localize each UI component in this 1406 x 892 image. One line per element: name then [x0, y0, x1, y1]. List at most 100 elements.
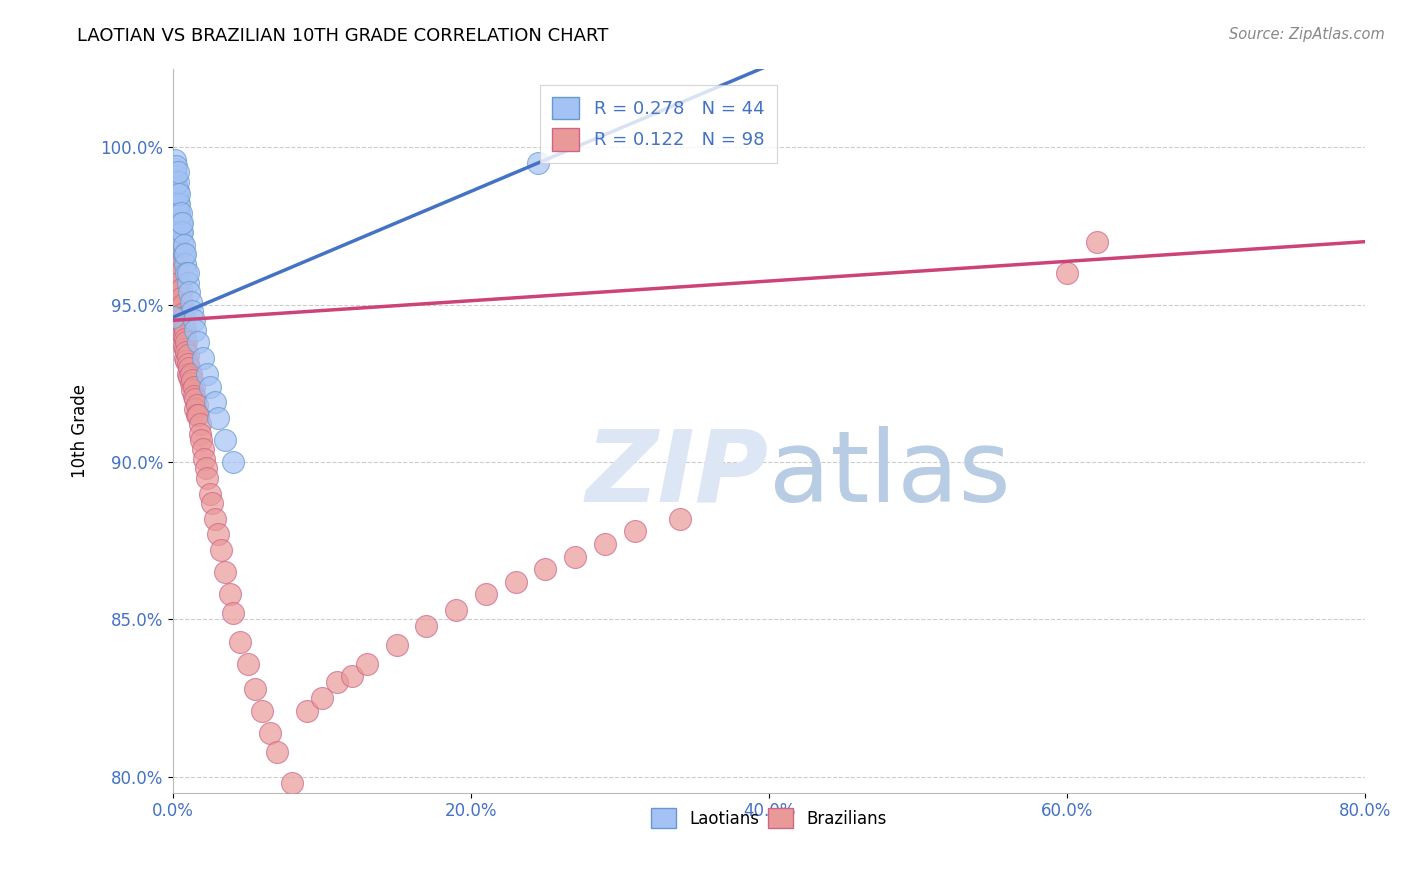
Point	[218, 587, 240, 601]
Point	[177, 266, 200, 280]
Point	[166, 251, 188, 265]
Point	[173, 338, 195, 352]
Point	[340, 669, 363, 683]
Point	[170, 307, 193, 321]
Point	[165, 235, 187, 249]
Point	[176, 266, 198, 280]
Point	[180, 294, 202, 309]
Point	[165, 187, 187, 202]
Point	[167, 206, 190, 220]
Point	[165, 159, 187, 173]
Point	[475, 587, 498, 601]
Point	[169, 310, 191, 325]
Point	[188, 417, 211, 432]
Text: ZIP: ZIP	[586, 425, 769, 523]
Point	[167, 216, 190, 230]
Point	[209, 543, 232, 558]
Point	[174, 247, 197, 261]
Point	[170, 225, 193, 239]
Point	[169, 282, 191, 296]
Point	[221, 606, 243, 620]
Point	[170, 326, 193, 340]
Point	[165, 178, 187, 192]
Point	[266, 745, 288, 759]
Point	[184, 401, 207, 416]
Point	[173, 237, 195, 252]
Point	[174, 323, 197, 337]
Point	[259, 726, 281, 740]
Point	[173, 247, 195, 261]
Point	[166, 278, 188, 293]
Point	[204, 512, 226, 526]
Point	[183, 389, 205, 403]
Point	[204, 395, 226, 409]
Point	[195, 471, 218, 485]
Point	[593, 537, 616, 551]
Point	[174, 351, 197, 366]
Point	[236, 657, 259, 671]
Point	[179, 360, 201, 375]
Point	[170, 317, 193, 331]
Point	[163, 206, 186, 220]
Point	[174, 332, 197, 346]
Point	[176, 344, 198, 359]
Point	[165, 247, 187, 261]
Point	[564, 549, 586, 564]
Point	[177, 276, 200, 290]
Point	[163, 225, 186, 239]
Point	[252, 704, 274, 718]
Point	[505, 574, 527, 589]
Point	[444, 603, 467, 617]
Point	[180, 376, 202, 391]
Point	[170, 298, 193, 312]
Point	[527, 156, 550, 170]
Point	[169, 225, 191, 239]
Point	[194, 461, 217, 475]
Point	[176, 335, 198, 350]
Point	[163, 162, 186, 177]
Point	[179, 285, 201, 299]
Point	[180, 367, 202, 381]
Point	[229, 634, 252, 648]
Point	[186, 398, 208, 412]
Point	[167, 276, 190, 290]
Point	[165, 276, 187, 290]
Point	[169, 301, 191, 315]
Point	[167, 187, 190, 202]
Point	[214, 566, 236, 580]
Point	[183, 313, 205, 327]
Point	[200, 379, 222, 393]
Point	[167, 197, 190, 211]
Point	[179, 370, 201, 384]
Point	[163, 171, 186, 186]
Point	[173, 329, 195, 343]
Point	[221, 455, 243, 469]
Point	[207, 527, 229, 541]
Point	[167, 266, 190, 280]
Point	[170, 216, 193, 230]
Point	[166, 203, 188, 218]
Point	[163, 153, 186, 167]
Point	[166, 241, 188, 255]
Point	[166, 194, 188, 208]
Point	[166, 288, 188, 302]
Point	[166, 175, 188, 189]
Point	[162, 310, 184, 325]
Point	[167, 285, 190, 299]
Point	[177, 367, 200, 381]
Point	[169, 216, 191, 230]
Point	[187, 408, 209, 422]
Point	[163, 216, 186, 230]
Point	[188, 426, 211, 441]
Point	[311, 691, 333, 706]
Legend: Laotians, Brazilians: Laotians, Brazilians	[644, 801, 893, 835]
Point	[167, 294, 190, 309]
Point	[181, 304, 204, 318]
Point	[167, 304, 190, 318]
Point	[177, 358, 200, 372]
Point	[207, 411, 229, 425]
Point	[165, 266, 187, 280]
Point	[174, 342, 197, 356]
Point	[191, 442, 214, 457]
Text: atlas: atlas	[769, 425, 1011, 523]
